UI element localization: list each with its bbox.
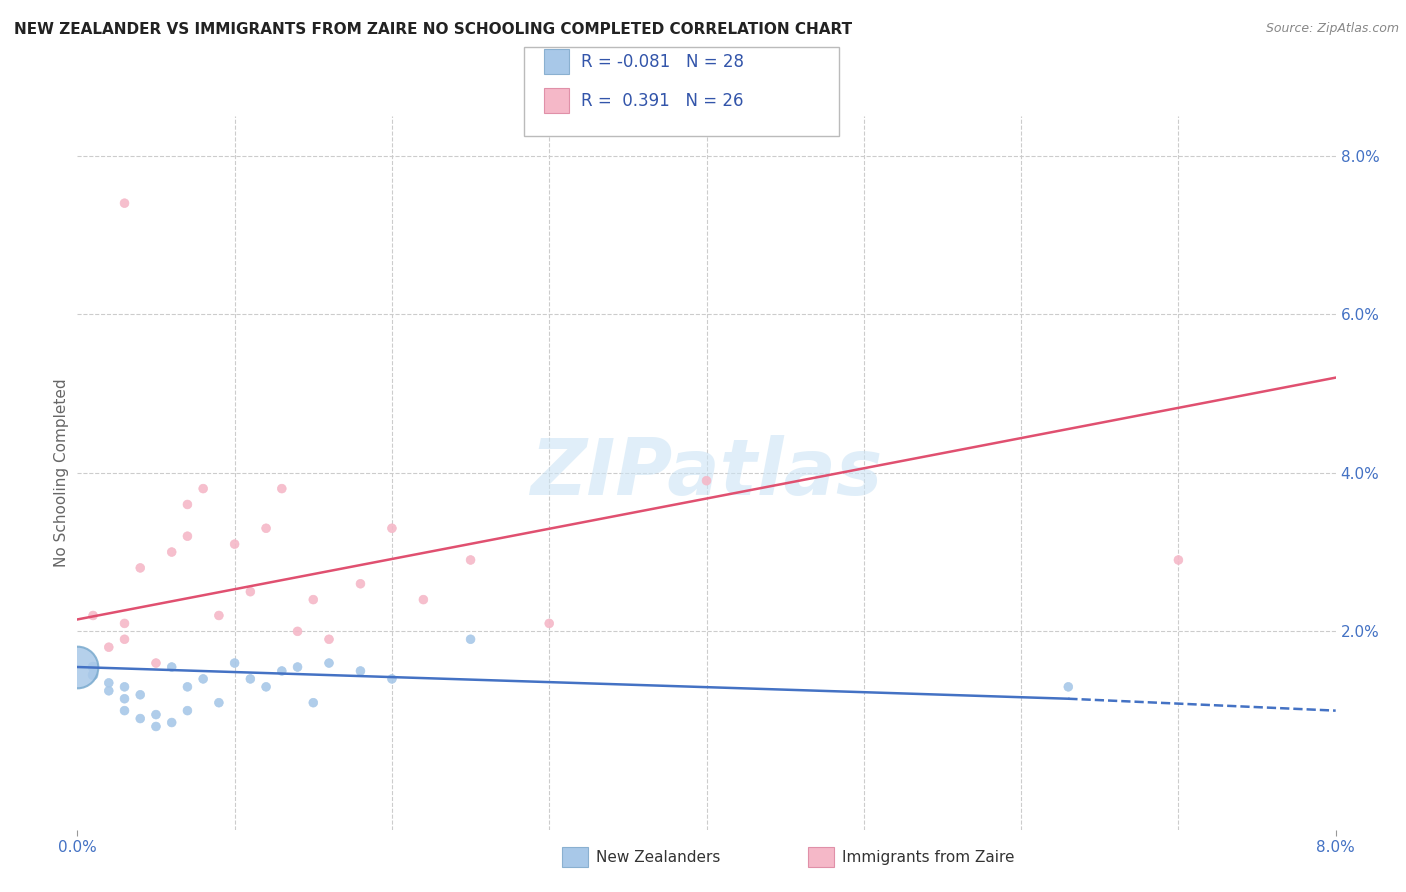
Point <box>254 521 277 535</box>
Point <box>145 707 167 722</box>
Text: ZIPatlas: ZIPatlas <box>530 434 883 511</box>
Point <box>302 592 325 607</box>
Text: R = -0.081   N = 28: R = -0.081 N = 28 <box>581 53 744 70</box>
Point <box>114 632 136 647</box>
Point <box>270 482 292 496</box>
Point <box>381 521 404 535</box>
Point <box>160 715 183 730</box>
Point <box>129 712 152 726</box>
Point <box>82 660 104 674</box>
Point <box>97 640 120 655</box>
Point <box>114 680 136 694</box>
Point <box>1057 680 1080 694</box>
Point <box>160 545 183 559</box>
Point <box>412 592 434 607</box>
Point <box>287 624 309 639</box>
Point <box>287 660 309 674</box>
Point <box>460 553 482 567</box>
Point <box>460 632 482 647</box>
Point <box>696 474 718 488</box>
Point <box>129 688 152 702</box>
Point <box>145 719 167 733</box>
Point <box>239 672 262 686</box>
Point <box>160 660 183 674</box>
Point <box>224 656 246 670</box>
Point <box>349 576 371 591</box>
Point <box>224 537 246 551</box>
Text: Source: ZipAtlas.com: Source: ZipAtlas.com <box>1265 22 1399 36</box>
Point <box>270 664 292 678</box>
Point <box>176 704 198 718</box>
Point <box>176 680 198 694</box>
Point <box>302 696 325 710</box>
Text: R =  0.391   N = 26: R = 0.391 N = 26 <box>581 92 744 110</box>
Point <box>114 616 136 631</box>
Point <box>191 482 215 496</box>
Point <box>254 680 277 694</box>
Point <box>208 608 231 623</box>
Text: Immigrants from Zaire: Immigrants from Zaire <box>842 850 1015 864</box>
Point <box>318 632 340 647</box>
Point <box>97 676 120 690</box>
Point <box>538 616 561 631</box>
Point <box>82 668 104 682</box>
Point <box>349 664 371 678</box>
Point <box>97 683 120 698</box>
Point <box>208 696 231 710</box>
Y-axis label: No Schooling Completed: No Schooling Completed <box>53 378 69 567</box>
Point <box>318 656 340 670</box>
Point <box>145 656 167 670</box>
Point <box>239 584 262 599</box>
Point <box>381 672 404 686</box>
Point <box>176 498 198 512</box>
Point <box>1167 553 1189 567</box>
Point <box>114 704 136 718</box>
Text: New Zealanders: New Zealanders <box>596 850 720 864</box>
Point <box>176 529 198 543</box>
Point <box>82 608 104 623</box>
Point <box>66 660 89 674</box>
Point <box>129 561 152 575</box>
Point <box>114 196 136 211</box>
Text: NEW ZEALANDER VS IMMIGRANTS FROM ZAIRE NO SCHOOLING COMPLETED CORRELATION CHART: NEW ZEALANDER VS IMMIGRANTS FROM ZAIRE N… <box>14 22 852 37</box>
Point <box>114 691 136 706</box>
Point <box>191 672 215 686</box>
